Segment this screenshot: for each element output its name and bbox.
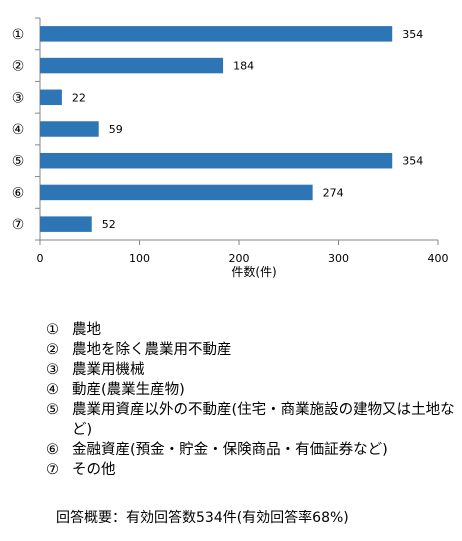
legend-marker: ⑤: [46, 402, 59, 418]
x-tick-label: 0: [37, 252, 44, 265]
bar-value-label: 184: [233, 60, 254, 73]
legend-text: 金融資産(預金・貯金・保険商品・有価証券など): [72, 442, 388, 458]
legend-item: ⑥ 金融資産(預金・貯金・保険商品・有価証券など): [46, 440, 456, 460]
legend-marker: ①: [46, 322, 59, 338]
chart-labels: 0 100 200 300 400 件数(件) ① 354 ② 184 ③ 22 ④ 59 ⑤ 354 ⑥ 274…: [12, 27, 449, 279]
bar-value-label: 52: [102, 218, 116, 231]
legend-item: ③ 農業用機械: [46, 360, 456, 380]
legend-marker: ③: [46, 362, 59, 378]
legend-item: ⑦ その他: [46, 460, 456, 480]
bar: [40, 89, 62, 106]
category-label: ③: [12, 90, 25, 106]
legend-marker: ②: [46, 342, 59, 358]
legend-text: 農地: [72, 322, 101, 338]
category-legend: ① 農地 ② 農地を除く農業用不動産 ③ 農業用機械 ④ 動産(農業生産物) ⑤ 農業用資産以外の…: [46, 320, 456, 480]
legend-text: その他: [72, 462, 116, 478]
category-label: ⑦: [12, 217, 25, 233]
legend-text: 農地を除く農業用不動産: [72, 342, 232, 358]
bar-value-label: 59: [109, 123, 123, 136]
chart-bars: [40, 26, 393, 232]
category-label: ①: [12, 27, 25, 43]
category-label: ②: [12, 59, 25, 75]
legend-marker: ⑦: [46, 462, 59, 478]
bar: [40, 121, 99, 137]
bar-value-label: 22: [72, 91, 86, 104]
legend-text: 農業用機械: [72, 362, 145, 378]
legend-marker: ⑥: [46, 442, 59, 458]
bar: [40, 152, 393, 169]
category-label: ⑤: [12, 154, 25, 170]
legend-item: ⑤ 農業用資産以外の不動産(住宅・商業施設の建物又は土地など): [46, 400, 456, 440]
bar-value-label: 274: [323, 186, 344, 199]
response-summary: 回答概要：有効回答数534件(有効回答率68%): [56, 510, 349, 526]
legend-item: ① 農地: [46, 320, 456, 340]
legend-item: ② 農地を除く農業用不動産: [46, 340, 456, 360]
bar: [40, 184, 313, 201]
category-label: ⑥: [12, 185, 25, 201]
legend-text: 農業用資産以外の不動産(住宅・商業施設の建物又は土地など): [72, 402, 455, 438]
legend-item: ④ 動産(農業生産物): [46, 380, 456, 400]
bar: [40, 26, 393, 42]
bar-value-label: 354: [402, 155, 423, 168]
bar: [40, 216, 92, 232]
bar: [40, 57, 224, 74]
x-tick-label: 300: [328, 252, 349, 265]
legend-text: 動産(農業生産物): [72, 382, 185, 398]
x-tick-label: 100: [129, 252, 150, 265]
x-tick-label: 200: [229, 252, 250, 265]
category-label: ④: [12, 122, 25, 138]
legend-marker: ④: [46, 382, 59, 398]
x-axis-title: 件数(件): [231, 264, 276, 279]
bar-chart: 0 100 200 300 400 件数(件) ① 354 ② 184 ③ 22 ④ 59 ⑤ 354 ⑥ 274…: [12, 17, 449, 279]
x-tick-label: 400: [428, 252, 449, 265]
bar-value-label: 354: [402, 28, 423, 41]
